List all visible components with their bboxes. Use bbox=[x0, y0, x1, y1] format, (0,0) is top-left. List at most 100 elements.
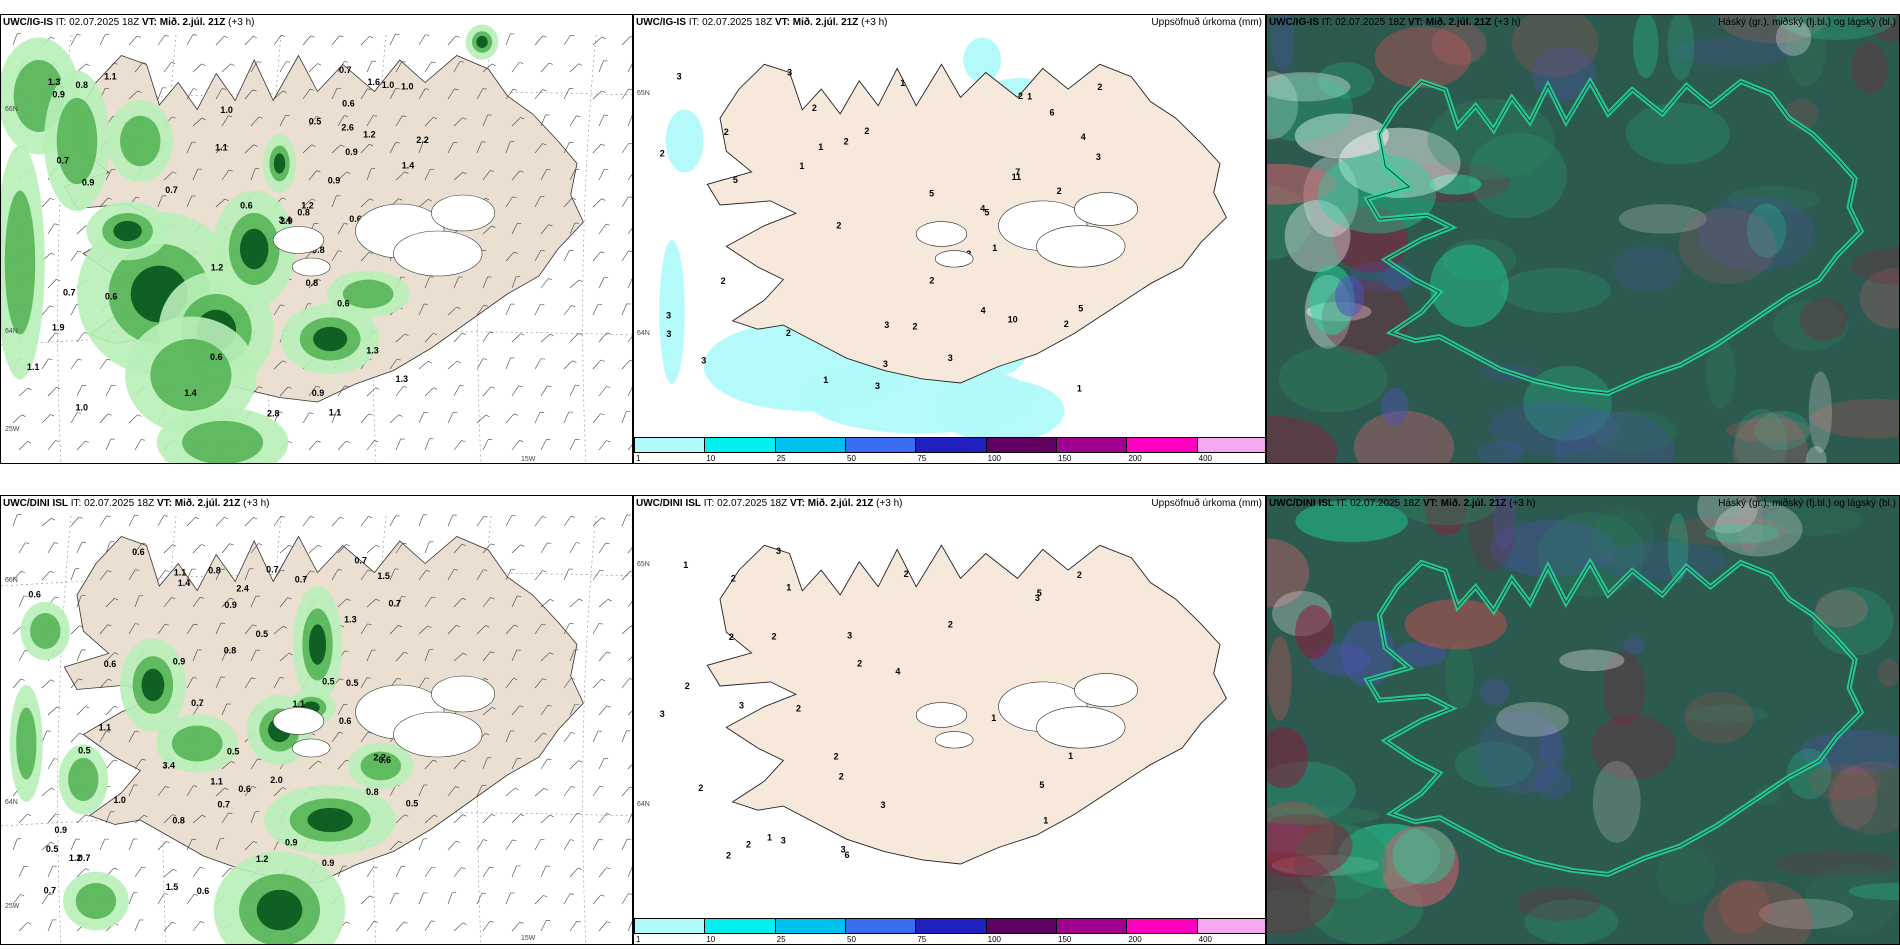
legend-swatch bbox=[634, 918, 706, 934]
wind-value-label: 0.7 bbox=[218, 799, 231, 809]
precip-value-label: 1 bbox=[992, 243, 997, 253]
wind-value-label: 1.1 bbox=[293, 699, 306, 709]
wind-value-label: 1.3 bbox=[366, 346, 379, 356]
wind-value-label: 1.1 bbox=[329, 407, 342, 417]
cloud-area bbox=[1267, 74, 1353, 142]
wind-value-label: 0.9 bbox=[173, 657, 186, 667]
precip-value-label: 2 bbox=[698, 783, 703, 793]
cloud-area bbox=[1396, 496, 1498, 526]
cloud-area bbox=[1815, 590, 1868, 628]
glacier bbox=[431, 675, 496, 713]
legend-tick: 50 bbox=[847, 454, 856, 463]
precip-value-label: 1 bbox=[991, 713, 996, 723]
cloud-area bbox=[1774, 850, 1898, 877]
precip-value-label: 2 bbox=[1097, 82, 1102, 92]
cloud-area bbox=[1736, 496, 1763, 555]
precip-value-label: 2 bbox=[685, 681, 690, 691]
precip-map-top: 2121551210453233132234271112322112364233… bbox=[637, 37, 1227, 443]
wind-value-label: 0.9 bbox=[224, 600, 237, 610]
wind-value-label: 0.9 bbox=[55, 825, 68, 835]
precip-value-label: 2 bbox=[726, 851, 731, 861]
wind-value-label: 0.5 bbox=[227, 747, 240, 757]
cloud-area bbox=[1799, 729, 1899, 774]
precip-value-label: 1 bbox=[900, 78, 905, 88]
cloud-area bbox=[1429, 244, 1509, 327]
legend-swatch bbox=[985, 918, 1057, 934]
wind-panel-top: UWC/IG-IS IT: 02.07.2025 18Z VT: Mið. 2.… bbox=[0, 14, 633, 464]
wind-value-label: 1.5 bbox=[166, 882, 179, 892]
glacier bbox=[1036, 706, 1126, 749]
precip-value-label: 5 bbox=[929, 188, 934, 198]
cloud-area bbox=[1488, 400, 1618, 456]
legend-swatch bbox=[845, 437, 917, 453]
legend-swatch bbox=[915, 437, 987, 453]
wind-value-label: 0.5 bbox=[406, 798, 419, 808]
cloud-area bbox=[1295, 500, 1408, 543]
precip-value-label: 2 bbox=[1077, 570, 1082, 580]
axis-lat-64: 64N bbox=[5, 328, 18, 335]
precip-value-label: 10 bbox=[1008, 314, 1018, 324]
precip-labels-bottom: 3212221221333526552223143222311132 bbox=[660, 546, 1094, 860]
wind-value-label: 2.0 bbox=[270, 775, 283, 785]
wind-value-label: 0.7 bbox=[165, 185, 178, 195]
wind-value-label: 0.7 bbox=[63, 288, 76, 298]
wind-value-label: 2.4 bbox=[236, 584, 249, 594]
cloud-area bbox=[1673, 37, 1793, 66]
cloud-area bbox=[1392, 826, 1455, 885]
precip-value-label: 2 bbox=[724, 127, 729, 137]
precip-value-label: 2 bbox=[834, 752, 839, 762]
cloud-map-top bbox=[1267, 15, 1899, 463]
precip-value-label: 2 bbox=[746, 840, 751, 850]
wind-value-label: 1.0 bbox=[76, 403, 89, 413]
wind-value-label: 1.1 bbox=[215, 143, 228, 153]
precip-title-top: Uppsöfnuð úrkoma (mm) bbox=[1151, 17, 1262, 28]
axis-lat-64: 64N bbox=[637, 330, 650, 337]
wind-value-label: 1.4 bbox=[178, 578, 191, 588]
wind-panel-bottom: UWC/DINI ISL IT: 02.07.2025 18Z VT: Mið.… bbox=[0, 495, 633, 945]
wind-map-bottom: 0.6 0.7 0.8 1.2 0.5 0.7 0.9 0.7 1.1 0.9 0.5 1.2 0.6 0… bbox=[1, 514, 632, 944]
wind-value-label: 1.4 bbox=[184, 388, 197, 398]
wind-value-label: 0.7 bbox=[355, 555, 368, 565]
cloud-area bbox=[1267, 727, 1308, 789]
cloud-area bbox=[1381, 388, 1409, 427]
precip-value-label: 3 bbox=[660, 709, 665, 719]
wind-value-label: 0.9 bbox=[345, 147, 358, 157]
wind-value-label: 1.3 bbox=[344, 615, 357, 625]
cloud-area bbox=[1613, 246, 1682, 292]
glacier bbox=[1036, 225, 1126, 268]
cloud-panel-bottom: UWC/DINI ISL IT: 02.07.2025 18Z VT: Mið.… bbox=[1266, 495, 1900, 945]
cloud-area bbox=[1267, 163, 1337, 205]
glacier bbox=[393, 711, 483, 758]
wind-precip-top bbox=[1, 24, 499, 463]
cloud-area bbox=[1317, 62, 1375, 99]
cloud-area bbox=[1706, 337, 1736, 409]
wind-value-label: 3.4 bbox=[163, 760, 176, 770]
wind-value-label: 2.9 bbox=[280, 216, 293, 226]
cloud-area bbox=[1294, 113, 1389, 159]
cloud-area bbox=[1633, 15, 1659, 78]
legend-tick: 10 bbox=[706, 935, 716, 944]
cloud-area bbox=[1734, 408, 1788, 463]
legend-tick: 25 bbox=[776, 935, 786, 944]
wind-value-label: 0.8 bbox=[172, 815, 185, 825]
precip-value-label: 1 bbox=[1068, 751, 1073, 761]
legend-swatch bbox=[704, 437, 776, 453]
wind-value-label: 1.1 bbox=[104, 72, 117, 82]
wind-value-label: 0.7 bbox=[57, 155, 70, 165]
glacier bbox=[272, 707, 325, 735]
precip-value-label: 3 bbox=[666, 329, 671, 339]
cloud-area bbox=[1284, 199, 1351, 273]
wind-value-label: 1.0 bbox=[382, 80, 395, 90]
cloud-area bbox=[1786, 15, 1826, 87]
legend-tick: 400 bbox=[1198, 935, 1213, 944]
precip-value-label: 6 bbox=[845, 850, 850, 860]
precip-value-label: 5 bbox=[1078, 304, 1083, 314]
legend-tick: 10 bbox=[706, 454, 716, 463]
precip-value-label: 7 bbox=[1015, 167, 1020, 177]
cloud-area bbox=[1489, 520, 1616, 577]
cloud-area bbox=[1267, 813, 1353, 878]
precip-value-label: 4 bbox=[980, 203, 985, 213]
wind-value-label: 0.6 bbox=[349, 214, 362, 224]
legend-tick: 75 bbox=[917, 454, 927, 463]
cloud-area bbox=[1859, 268, 1899, 329]
